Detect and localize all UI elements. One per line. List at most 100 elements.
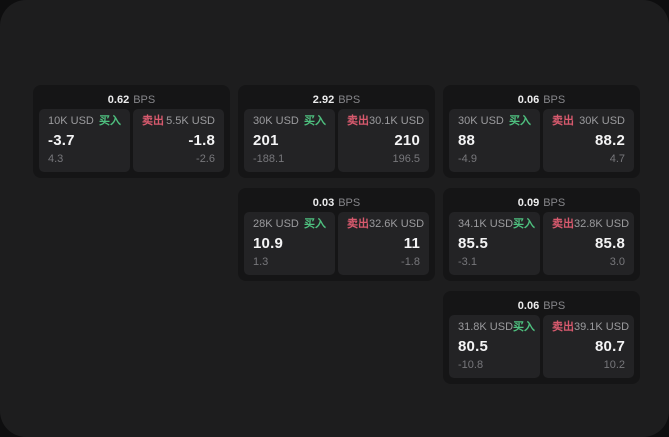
card-body: 30K USD 买入 201 -188.1 卖出 30.1K USD 210 1… (244, 109, 429, 172)
sell-quote-header: 卖出 32.6K USD (347, 218, 424, 231)
card-body: 31.8K USD 买入 80.5 -10.8 卖出 39.1K USD 80.… (449, 315, 634, 378)
card-body: 30K USD 买入 88 -4.9 卖出 30K USD 88.2 4.7 (449, 109, 634, 172)
buy-price: 10.9 (253, 235, 283, 252)
buy-delta: -3.1 (458, 256, 477, 268)
quote-card: 0.06 BPS 30K USD 买入 88 -4.9 卖出 30K USD 8… (443, 85, 640, 178)
buy-price: 85.5 (458, 235, 488, 252)
sell-price: 80.7 (595, 338, 625, 355)
buy-quote-panel[interactable]: 28K USD 买入 10.9 1.3 (244, 212, 335, 275)
bps-value: 0.62 (107, 93, 130, 106)
quote-card: 0.62 BPS 10K USD 买入 -3.7 4.3 卖出 5.5K USD… (33, 85, 230, 178)
sell-badge: 卖出 (347, 218, 369, 230)
sell-quote-panel[interactable]: 卖出 32.8K USD 85.8 3.0 (543, 212, 634, 275)
buy-quote-panel[interactable]: 10K USD 买入 -3.7 4.3 (39, 109, 130, 172)
buy-quote-panel[interactable]: 30K USD 买入 201 -188.1 (244, 109, 335, 172)
sell-price: 11 (403, 235, 420, 252)
buy-delta: -188.1 (253, 153, 285, 165)
sell-quote-header: 卖出 32.8K USD (552, 218, 629, 231)
buy-delta: 4.3 (48, 153, 64, 165)
sell-badge: 卖出 (552, 321, 574, 333)
quote-card: 0.06 BPS 31.8K USD 买入 80.5 -10.8 卖出 39.1… (443, 291, 640, 384)
sell-size: 30.1K USD (369, 115, 425, 127)
quote-card: 2.92 BPS 30K USD 买入 201 -188.1 卖出 30.1K … (238, 85, 435, 178)
bps-value: 0.06 (517, 93, 540, 106)
bps-value: 2.92 (312, 93, 335, 106)
sell-badge: 卖出 (552, 115, 574, 127)
bps-unit-label: BPS (543, 299, 566, 312)
sell-size: 30K USD (579, 115, 625, 127)
sell-quote-panel[interactable]: 卖出 39.1K USD 80.7 10.2 (543, 315, 634, 378)
buy-badge: 买入 (513, 218, 536, 230)
sell-delta: 10.2 (603, 359, 625, 371)
sell-quote-header: 卖出 30K USD (552, 115, 625, 128)
buy-size: 30K USD (253, 115, 299, 127)
card-header: 0.03 BPS (244, 193, 429, 212)
sell-size: 39.1K USD (574, 321, 630, 333)
sell-price: 85.8 (595, 235, 625, 252)
buy-quote-panel[interactable]: 34.1K USD 买入 85.5 -3.1 (449, 212, 540, 275)
buy-quote-header: 28K USD 买入 (253, 218, 326, 231)
buy-price: 88 (458, 132, 476, 149)
sell-quote-panel[interactable]: 卖出 30K USD 88.2 4.7 (543, 109, 634, 172)
bps-unit-label: BPS (338, 93, 361, 106)
buy-size: 30K USD (458, 115, 504, 127)
buy-delta: 1.3 (253, 256, 269, 268)
buy-badge: 买入 (304, 115, 326, 127)
bps-unit-label: BPS (543, 196, 566, 209)
buy-badge: 买入 (513, 321, 536, 333)
bps-value: 0.03 (312, 196, 335, 209)
sell-delta: 196.5 (392, 153, 420, 165)
sell-quote-panel[interactable]: 卖出 30.1K USD 210 196.5 (338, 109, 429, 172)
card-body: 10K USD 买入 -3.7 4.3 卖出 5.5K USD -1.8 -2.… (39, 109, 224, 172)
bps-unit-label: BPS (543, 93, 566, 106)
sell-badge: 卖出 (347, 115, 369, 127)
buy-quote-header: 31.8K USD 买入 (458, 321, 535, 334)
sell-quote-panel[interactable]: 卖出 32.6K USD 11 -1.8 (338, 212, 429, 275)
buy-price: 80.5 (458, 338, 488, 355)
sell-delta: 4.7 (609, 153, 625, 165)
buy-price: -3.7 (48, 132, 75, 149)
bps-unit-label: BPS (133, 93, 156, 106)
sell-delta: -1.8 (401, 256, 420, 268)
buy-quote-panel[interactable]: 30K USD 买入 88 -4.9 (449, 109, 540, 172)
sell-quote-panel[interactable]: 卖出 5.5K USD -1.8 -2.6 (133, 109, 224, 172)
card-body: 28K USD 买入 10.9 1.3 卖出 32.6K USD 11 -1.8 (244, 212, 429, 275)
sell-quote-header: 卖出 39.1K USD (552, 321, 629, 334)
sell-quote-header: 卖出 30.1K USD (347, 115, 424, 128)
buy-size: 34.1K USD (458, 218, 514, 230)
card-header: 0.62 BPS (39, 90, 224, 109)
card-header: 0.06 BPS (449, 296, 634, 315)
sell-delta: 3.0 (609, 256, 625, 268)
buy-price: 201 (253, 132, 279, 149)
card-header: 0.09 BPS (449, 193, 634, 212)
card-header: 2.92 BPS (244, 90, 429, 109)
buy-size: 10K USD (48, 115, 94, 127)
sell-size: 32.6K USD (369, 218, 425, 230)
buy-quote-header: 34.1K USD 买入 (458, 218, 535, 231)
sell-badge: 卖出 (552, 218, 574, 230)
sell-quote-header: 卖出 5.5K USD (142, 115, 215, 128)
quote-card-grid: 0.62 BPS 10K USD 买入 -3.7 4.3 卖出 5.5K USD… (33, 85, 640, 384)
buy-size: 31.8K USD (458, 321, 514, 333)
buy-badge: 买入 (99, 115, 121, 127)
sell-size: 5.5K USD (166, 115, 215, 127)
buy-delta: -10.8 (458, 359, 484, 371)
card-body: 34.1K USD 买入 85.5 -3.1 卖出 32.8K USD 85.8… (449, 212, 634, 275)
bps-value: 0.06 (517, 299, 540, 312)
sell-size: 32.8K USD (574, 218, 630, 230)
buy-delta: -4.9 (458, 153, 477, 165)
bps-unit-label: BPS (338, 196, 361, 209)
buy-badge: 买入 (304, 218, 326, 230)
sell-badge: 卖出 (142, 115, 164, 127)
buy-quote-header: 30K USD 买入 (458, 115, 531, 128)
sell-price: -1.8 (188, 132, 215, 149)
buy-size: 28K USD (253, 218, 299, 230)
sell-price: 210 (394, 132, 420, 149)
sell-delta: -2.6 (196, 153, 215, 165)
buy-quote-header: 30K USD 买入 (253, 115, 326, 128)
bps-value: 0.09 (517, 196, 540, 209)
sell-price: 88.2 (595, 132, 625, 149)
buy-quote-panel[interactable]: 31.8K USD 买入 80.5 -10.8 (449, 315, 540, 378)
card-header: 0.06 BPS (449, 90, 634, 109)
buy-badge: 买入 (509, 115, 531, 127)
